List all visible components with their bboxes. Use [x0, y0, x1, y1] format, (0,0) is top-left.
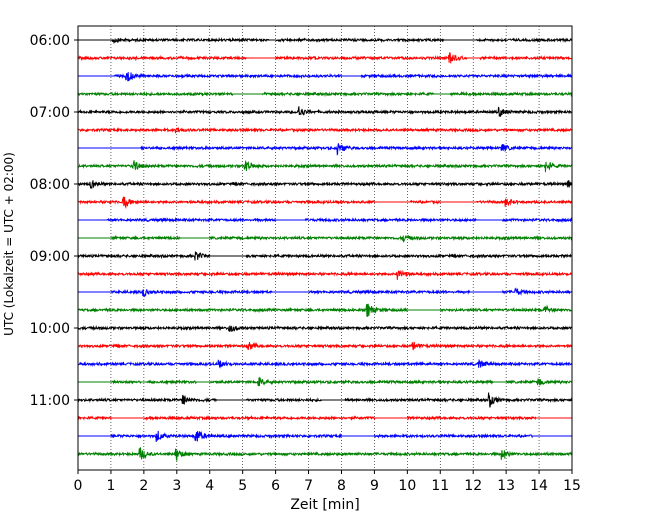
y-axis-label: UTC (Lokalzeit = UTC + 02:00): [2, 152, 16, 336]
seismic-trace: [78, 430, 573, 443]
grid-lines: [110, 26, 540, 470]
x-tick-label: 12: [464, 478, 482, 494]
seismic-trace: [77, 180, 573, 189]
x-tick-label: 5: [238, 478, 247, 494]
x-tick-label: 14: [530, 478, 548, 494]
y-axis: 06:00 07:00 08:00 09:00 10:00 11:00: [30, 33, 78, 409]
x-tick-label: 6: [271, 478, 280, 494]
x-axis: 0 1 2 3 4 5 6 7 8 9 10 11 12 13 14 15: [74, 470, 581, 494]
x-tick-label: 2: [139, 478, 148, 494]
x-tick-label: 15: [563, 478, 581, 494]
seismic-trace: [77, 324, 573, 332]
seismic-trace: [78, 216, 573, 224]
seismic-trace: [77, 447, 573, 462]
seismic-trace: [77, 196, 573, 209]
x-tick-label: 3: [172, 478, 181, 494]
y-tick-label: 11:00: [30, 393, 70, 409]
y-tick-label: 08:00: [30, 177, 70, 193]
x-tick-label: 8: [337, 478, 346, 494]
seismic-trace: [77, 251, 573, 261]
x-tick-label: 4: [205, 478, 214, 494]
seismic-trace: [77, 359, 573, 369]
y-tick-label: 06:00: [30, 33, 70, 49]
seismic-trace: [77, 392, 573, 408]
seismic-trace: [77, 106, 573, 117]
seismic-trace: [78, 36, 573, 45]
plot-frame: [77, 25, 573, 471]
seismic-trace: [78, 234, 573, 243]
seismic-trace: [78, 376, 573, 387]
x-tick-label: 9: [370, 478, 379, 494]
seismic-trace: [77, 52, 573, 64]
y-tick-label: 07:00: [30, 105, 70, 121]
seismic-trace: [77, 341, 573, 351]
seismic-trace: [77, 269, 573, 280]
x-axis-label: Zeit [min]: [290, 497, 359, 513]
y-tick-label: 10:00: [30, 321, 70, 337]
x-tick-label: 13: [497, 478, 515, 494]
x-tick-label: 10: [398, 478, 416, 494]
seismic-trace: [78, 72, 573, 82]
seismic-trace: [77, 414, 573, 422]
trace-group: [77, 36, 573, 462]
seismic-trace: [78, 287, 573, 298]
y-tick-label: 09:00: [30, 249, 70, 265]
seismic-trace: [77, 159, 573, 173]
x-tick-label: 7: [304, 478, 313, 494]
x-tick-label: 11: [431, 478, 449, 494]
seismic-trace: [77, 303, 573, 317]
seismic-trace: [77, 127, 573, 134]
seismic-trace: [77, 90, 573, 98]
x-tick-label: 0: [74, 478, 83, 494]
seismic-trace: [78, 143, 572, 156]
x-tick-label: 1: [106, 478, 115, 494]
